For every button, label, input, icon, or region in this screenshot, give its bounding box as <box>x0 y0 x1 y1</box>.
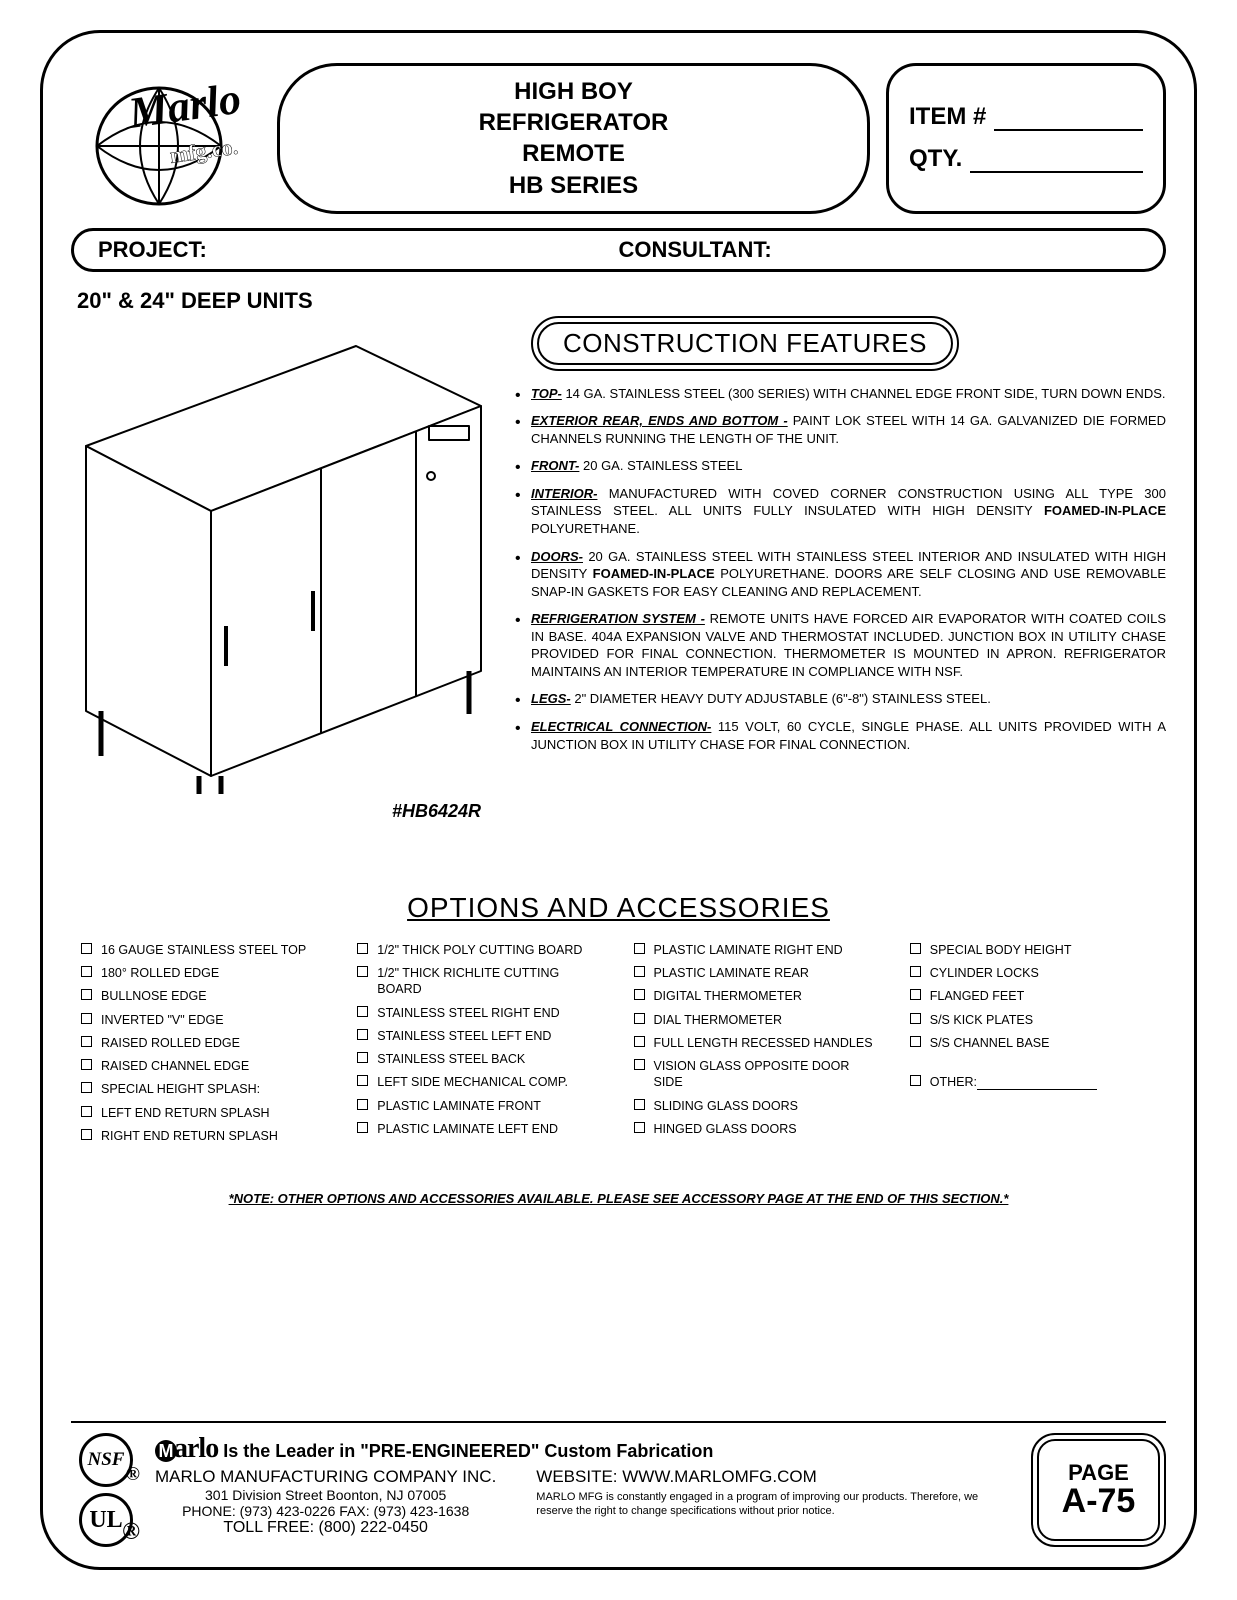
project-consultant-row: PROJECT: CONSULTANT: <box>71 228 1166 272</box>
header-row: Marlo mfg.co. HIGH BOY REFRIGERATOR REMO… <box>71 63 1166 214</box>
item-label: ITEM # <box>909 103 986 131</box>
page-label: PAGE <box>1068 1461 1129 1484</box>
features-list: TOP- 14 GA. STAINLESS STEEL (300 SERIES)… <box>501 385 1166 753</box>
company-name: MARLO MANUFACTURING COMPANY INC. <box>155 1467 496 1487</box>
footer-mid: Marlo Is the Leader in "PRE-ENGINEERED" … <box>155 1433 1017 1547</box>
feature-item: TOP- 14 GA. STAINLESS STEEL (300 SERIES)… <box>515 385 1166 403</box>
product-title: HIGH BOY REFRIGERATOR REMOTE HB SERIES <box>277 63 870 214</box>
consultant-label: CONSULTANT: <box>619 237 1140 263</box>
option-checkbox-item[interactable]: FLANGED FEET <box>910 988 1156 1004</box>
option-checkbox-item[interactable]: LEFT SIDE MECHANICAL COMP. <box>357 1074 603 1090</box>
option-checkbox-item[interactable]: LEFT END RETURN SPLASH <box>81 1105 327 1121</box>
option-checkbox-item[interactable]: CYLINDER LOCKS <box>910 965 1156 981</box>
option-checkbox-item[interactable]: RAISED CHANNEL EDGE <box>81 1058 327 1074</box>
option-checkbox-item[interactable]: FULL LENGTH RECESSED HANDLES <box>634 1035 880 1051</box>
company-phone: PHONE: (973) 423-0226 FAX: (973) 423-163… <box>155 1503 496 1519</box>
product-drawing <box>71 326 491 796</box>
title-line: HIGH BOY <box>514 76 633 107</box>
option-checkbox-item[interactable]: STAINLESS STEEL BACK <box>357 1051 603 1067</box>
option-checkbox-item[interactable]: VISION GLASS OPPOSITE DOOR SIDE <box>634 1058 880 1091</box>
option-checkbox-item[interactable]: SPECIAL HEIGHT SPLASH: <box>81 1081 327 1097</box>
option-checkbox-item[interactable]: S/S CHANNEL BASE <box>910 1035 1156 1051</box>
option-checkbox-item[interactable]: INVERTED "V" EDGE <box>81 1012 327 1028</box>
page-frame: Marlo mfg.co. HIGH BOY REFRIGERATOR REMO… <box>40 30 1197 1570</box>
depth-subtitle: 20" & 24" DEEP UNITS <box>77 288 1166 314</box>
marlo-logo: Marlo mfg.co. <box>71 63 261 214</box>
option-checkbox-item[interactable]: 16 GAUGE STAINLESS STEEL TOP <box>81 942 327 958</box>
feature-item: DOORS- 20 GA. STAINLESS STEEL WITH STAIN… <box>515 548 1166 601</box>
feature-item: INTERIOR- MANUFACTURED WITH COVED CORNER… <box>515 485 1166 538</box>
option-checkbox-item[interactable]: S/S KICK PLATES <box>910 1012 1156 1028</box>
option-other[interactable]: OTHER: <box>910 1074 1156 1090</box>
options-column: 1/2" THICK POLY CUTTING BOARD 1/2" THICK … <box>357 942 603 1151</box>
option-checkbox-item[interactable]: SLIDING GLASS DOORS <box>634 1098 880 1114</box>
company-info: MARLO MANUFACTURING COMPANY INC. 301 Div… <box>155 1467 496 1537</box>
company-address: 301 Division Street Boonton, NJ 07005 <box>155 1487 496 1503</box>
feature-item: EXTERIOR REAR, ENDS AND BOTTOM - PAINT L… <box>515 412 1166 447</box>
options-column: 16 GAUGE STAINLESS STEEL TOP 180° ROLLED … <box>81 942 327 1151</box>
option-checkbox-item[interactable]: PLASTIC LAMINATE FRONT <box>357 1098 603 1114</box>
options-column: PLASTIC LAMINATE RIGHT END PLASTIC LAMINA… <box>634 942 880 1151</box>
option-checkbox-item[interactable]: SPECIAL BODY HEIGHT <box>910 942 1156 958</box>
nsf-badge-icon: NSF® <box>79 1433 133 1487</box>
option-checkbox-item[interactable]: RAISED ROLLED EDGE <box>81 1035 327 1051</box>
features-column: CONSTRUCTION FEATURES TOP- 14 GA. STAINL… <box>501 316 1166 822</box>
svg-text:Marlo: Marlo <box>125 74 244 138</box>
qty-blank[interactable] <box>970 149 1143 173</box>
project-label: PROJECT: <box>98 237 619 263</box>
feature-item: FRONT- 20 GA. STAINLESS STEEL <box>515 457 1166 475</box>
option-checkbox-item[interactable]: PLASTIC LAMINATE LEFT END <box>357 1121 603 1137</box>
qty-label: QTY. <box>909 145 962 173</box>
options-heading: OPTIONS AND ACCESSORIES <box>71 892 1166 924</box>
feature-item: LEGS- 2" DIAMETER HEAVY DUTY ADJUSTABLE … <box>515 690 1166 708</box>
disclaimer: MARLO MFG is constantly engaged in a pro… <box>536 1491 1017 1519</box>
option-checkbox-item[interactable]: BULLNOSE EDGE <box>81 988 327 1004</box>
option-checkbox-item[interactable]: PLASTIC LAMINATE REAR <box>634 965 880 981</box>
title-line: REMOTE <box>522 138 625 169</box>
page-number: A-75 <box>1062 1484 1136 1520</box>
features-heading: CONSTRUCTION FEATURES <box>531 316 959 371</box>
ul-badge-icon: UL® <box>79 1493 133 1547</box>
option-checkbox-item[interactable]: PLASTIC LAMINATE RIGHT END <box>634 942 880 958</box>
company-website: WEBSITE: WWW.MARLOMFG.COM <box>536 1467 1017 1487</box>
option-checkbox-item[interactable]: STAINLESS STEEL LEFT END <box>357 1028 603 1044</box>
item-blank[interactable] <box>994 107 1143 131</box>
title-line: HB SERIES <box>509 170 638 201</box>
item-qty-box: ITEM # QTY. <box>886 63 1166 214</box>
footer: NSF® UL® Marlo Is the Leader in "PRE-ENG… <box>71 1421 1166 1547</box>
option-checkbox-item[interactable]: 1/2" THICK RICHLITE CUTTING BOARD <box>357 965 603 998</box>
company-tollfree: TOLL FREE: (800) 222-0450 <box>155 1519 496 1537</box>
options-note: *NOTE: OTHER OPTIONS AND ACCESSORIES AVA… <box>71 1191 1166 1206</box>
option-checkbox-item[interactable]: HINGED GLASS DOORS <box>634 1121 880 1137</box>
page-badge: PAGE A-75 <box>1031 1433 1166 1547</box>
option-checkbox-item[interactable]: 180° ROLLED EDGE <box>81 965 327 981</box>
feature-item: REFRIGERATION SYSTEM - REMOTE UNITS HAVE… <box>515 610 1166 680</box>
website-disclaimer: WEBSITE: WWW.MARLOMFG.COM MARLO MFG is c… <box>536 1467 1017 1537</box>
mid-area: #HB6424R CONSTRUCTION FEATURES TOP- 14 G… <box>71 316 1166 822</box>
options-grid: 16 GAUGE STAINLESS STEEL TOP 180° ROLLED … <box>71 942 1166 1151</box>
option-checkbox-item[interactable]: DIGITAL THERMOMETER <box>634 988 880 1004</box>
options-column: SPECIAL BODY HEIGHT CYLINDER LOCKS FLANGED… <box>910 942 1156 1151</box>
model-number: #HB6424R <box>71 801 491 822</box>
footer-tagline: Marlo Is the Leader in "PRE-ENGINEERED" … <box>155 1433 1017 1465</box>
feature-item: ELECTRICAL CONNECTION- 115 VOLT, 60 CYCL… <box>515 718 1166 753</box>
option-checkbox-item[interactable]: DIAL THERMOMETER <box>634 1012 880 1028</box>
option-checkbox-item[interactable]: 1/2" THICK POLY CUTTING BOARD <box>357 942 603 958</box>
drawing-column: #HB6424R <box>71 316 491 822</box>
title-line: REFRIGERATOR <box>479 107 669 138</box>
certifications: NSF® UL® <box>71 1433 141 1547</box>
option-checkbox-item[interactable]: STAINLESS STEEL RIGHT END <box>357 1005 603 1021</box>
option-checkbox-item[interactable]: RIGHT END RETURN SPLASH <box>81 1128 327 1144</box>
